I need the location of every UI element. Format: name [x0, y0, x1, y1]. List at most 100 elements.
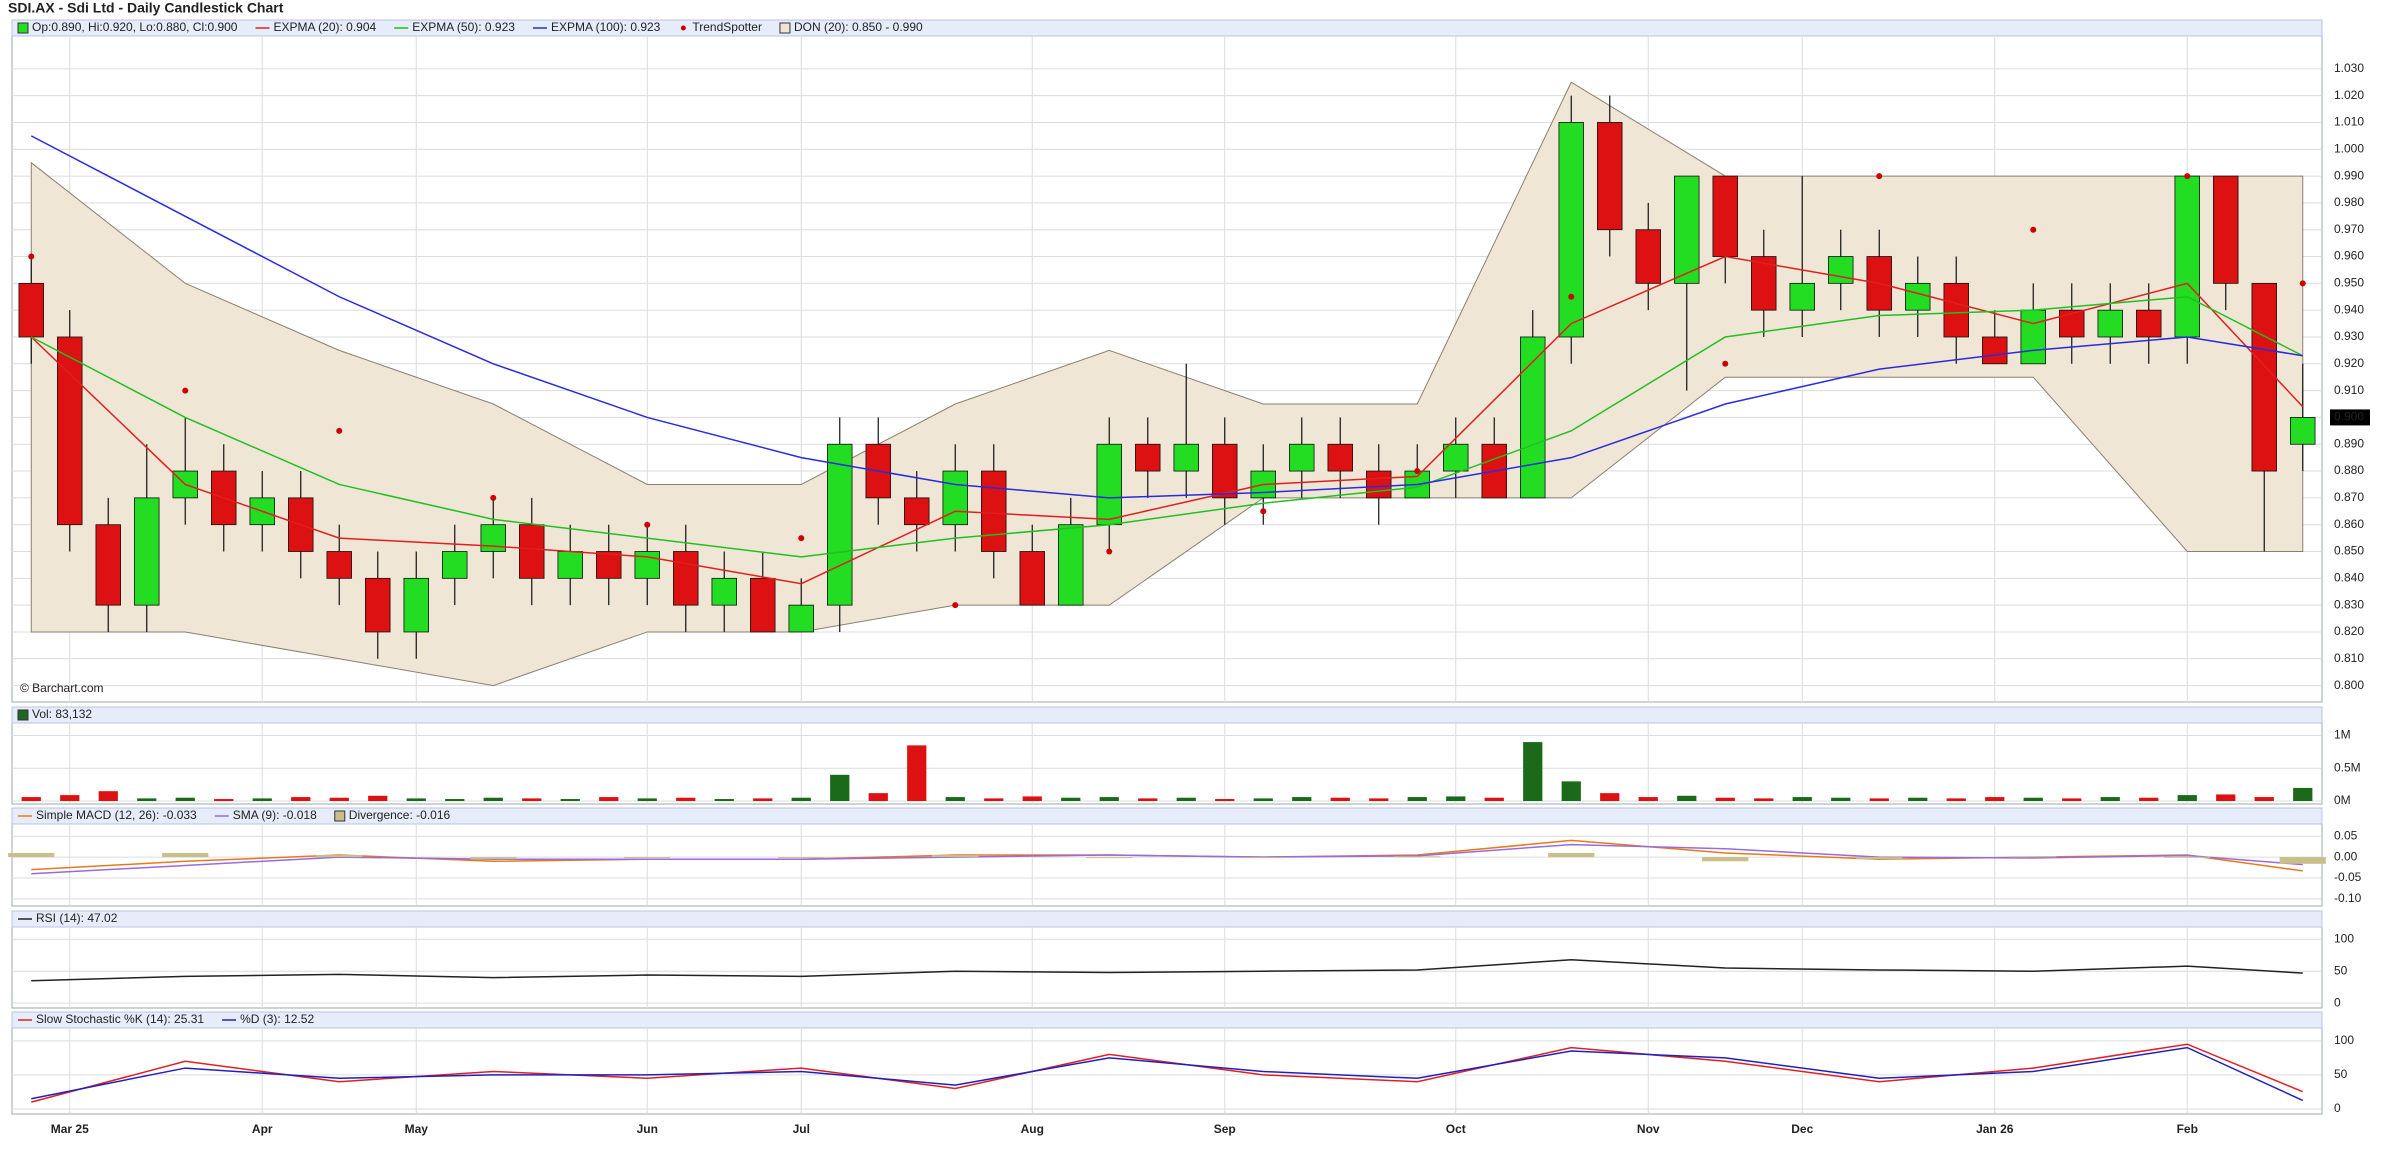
volume-bar [1407, 797, 1427, 801]
legend-label: %D (3): 12.52 [240, 1012, 314, 1026]
x-tick-label: Jan 26 [1976, 1122, 2014, 1136]
candle-body [2251, 282, 2277, 472]
volume-bar [214, 799, 234, 801]
volume-bar [21, 797, 41, 801]
divergence-bar [2279, 857, 2326, 864]
trend-dot [1876, 173, 1883, 180]
y-tick-label: 100 [2334, 932, 2354, 946]
candle-body [18, 282, 44, 338]
candle-body [1481, 443, 1507, 499]
candle-body [1597, 122, 1623, 231]
candle-body [1212, 443, 1238, 499]
panel-header [11, 910, 2323, 928]
candle-body [1828, 256, 1854, 284]
divergence-bar [470, 857, 517, 860]
candle-body [442, 551, 468, 579]
candle-body [2059, 309, 2085, 338]
volume-bar [984, 798, 1004, 801]
trend-dot [1414, 468, 1421, 475]
divergence-bar [1240, 857, 1287, 859]
candle-body [57, 336, 83, 526]
y-tick-label: 0.990 [2334, 168, 2364, 182]
volume-bar [2139, 797, 2159, 801]
y-tick-label: 0 [2334, 1101, 2341, 1115]
divergence-bar [162, 852, 209, 858]
volume-bar [868, 793, 888, 801]
volume-bar [1985, 797, 2005, 801]
volume-bar [753, 798, 773, 801]
volume-bar [2177, 795, 2197, 801]
y-tick-label: 50 [2334, 1067, 2348, 1081]
y-tick-label: 0.850 [2334, 544, 2364, 558]
legend-label: RSI (14): 47.02 [36, 911, 118, 925]
x-tick-label: Jun [637, 1122, 658, 1136]
legend-swatch [17, 22, 29, 34]
y-tick-label: 0.00 [2334, 849, 2358, 863]
divergence-bar [1548, 852, 1595, 858]
volume-bar [1099, 797, 1119, 801]
candle-body [1058, 524, 1084, 606]
candle-body [1520, 336, 1546, 499]
volume-bar [637, 798, 657, 801]
volume-bar [60, 795, 80, 801]
volume-bar [1561, 781, 1581, 801]
divergence-bar [2010, 856, 2057, 858]
x-tick-label: Apr [252, 1122, 273, 1136]
indicator-line [31, 843, 2303, 875]
y-tick-label: 1.030 [2334, 61, 2364, 75]
y-tick-label: 0.5M [2334, 760, 2361, 774]
volume-bar [1523, 742, 1543, 801]
volume-bar [406, 798, 426, 801]
volume-bar [907, 745, 927, 801]
panel-header [11, 19, 2323, 37]
volume-bar [1484, 797, 1504, 801]
y-tick-label: 0.05 [2334, 828, 2358, 842]
candle-body [596, 551, 622, 579]
y-tick-label: 100 [2334, 1033, 2354, 1047]
volume-bar [1869, 798, 1889, 801]
divergence-bar [316, 855, 363, 858]
volume-bar [1677, 795, 1697, 801]
divergence-bar [2164, 856, 2211, 858]
panel-header [11, 706, 2323, 724]
candle-body [1558, 122, 1584, 338]
candle-body [326, 551, 352, 579]
x-tick-label: Sep [1214, 1122, 1236, 1136]
y-tick-label: 0.930 [2334, 329, 2364, 343]
candle-body [1751, 256, 1777, 311]
volume-bar [2100, 797, 2120, 801]
volume-bar [1292, 797, 1312, 801]
candle-body [673, 551, 699, 606]
legend-label: EXPMA (20): 0.904 [273, 20, 376, 34]
y-tick-label: 50 [2334, 963, 2348, 977]
volume-bar [483, 797, 503, 801]
volume-bar [1831, 797, 1851, 801]
volume-bar [1946, 798, 1966, 801]
y-tick-label: 0.960 [2334, 249, 2364, 263]
volume-bar [791, 797, 811, 801]
candle-body [2290, 417, 2316, 445]
volume-bar [1138, 798, 1158, 801]
candle-body [1096, 443, 1122, 526]
volume-bar [1330, 797, 1350, 801]
volume-bar [2293, 787, 2313, 801]
y-tick-label: 1.010 [2334, 115, 2364, 129]
legend-label: Slow Stochastic %K (14): 25.31 [36, 1012, 204, 1026]
trend-dot [798, 535, 805, 542]
volume-bar [830, 774, 850, 801]
y-tick-label: 0.840 [2334, 570, 2364, 584]
trend-dot [1722, 360, 1729, 367]
candle-body [557, 551, 583, 579]
volume-bar [445, 799, 465, 801]
y-tick-label: 0.860 [2334, 517, 2364, 531]
candle-body [1443, 443, 1469, 472]
volume-bar [1176, 797, 1196, 801]
legend-label: EXPMA (100): 0.923 [551, 20, 661, 34]
candle-body [1019, 551, 1045, 606]
candle-body [981, 470, 1007, 552]
x-tick-label: Nov [1637, 1122, 1660, 1136]
y-tick-label: 0.880 [2334, 463, 2364, 477]
x-tick-label: Aug [1021, 1122, 1044, 1136]
y-tick-label: 0.800 [2334, 678, 2364, 692]
